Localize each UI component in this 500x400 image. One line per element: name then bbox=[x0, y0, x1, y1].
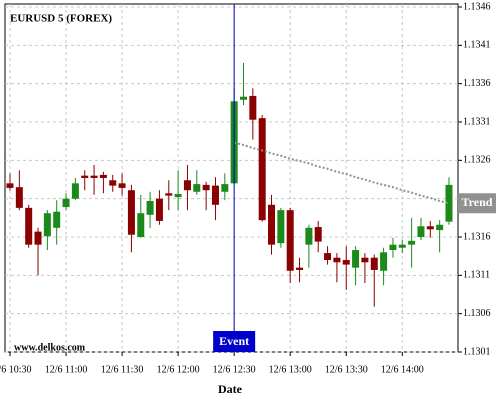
candle-body bbox=[314, 227, 322, 242]
x-tick-label: 12/6 13:00 bbox=[269, 364, 312, 375]
candle-body bbox=[221, 184, 229, 192]
candle-body bbox=[15, 187, 23, 208]
y-tick-label: 1.1306 bbox=[463, 308, 491, 319]
candle-body bbox=[109, 180, 117, 186]
x-tick-label: 12/6 10:30 bbox=[0, 364, 32, 375]
candle-body bbox=[426, 226, 434, 230]
candle-body bbox=[398, 244, 406, 248]
candle-body bbox=[240, 96, 247, 100]
candle-body bbox=[183, 180, 191, 191]
candle-body bbox=[34, 231, 42, 245]
candle-body bbox=[155, 198, 163, 221]
y-tick-label: 1.1326 bbox=[463, 155, 491, 166]
candle-body bbox=[249, 95, 257, 120]
candle-body bbox=[53, 211, 61, 228]
candle-body bbox=[277, 210, 285, 244]
x-tick-label: 12/6 12:30 bbox=[213, 364, 256, 375]
event-label-box bbox=[213, 331, 256, 352]
trend-label-box bbox=[458, 193, 496, 214]
y-tick-label: 1.1346 bbox=[463, 1, 491, 12]
candle-body bbox=[193, 184, 201, 192]
candle-body bbox=[43, 213, 51, 237]
candle-body bbox=[333, 257, 341, 263]
candle-body bbox=[137, 213, 145, 237]
candle-body bbox=[258, 118, 266, 221]
candle-body bbox=[118, 183, 126, 188]
x-tick-label: 12/6 14:00 bbox=[381, 364, 424, 375]
candle-body bbox=[370, 257, 378, 270]
candle-body bbox=[202, 184, 210, 191]
candle-body bbox=[389, 244, 397, 251]
candle-body bbox=[445, 184, 453, 222]
trend-line bbox=[233, 141, 450, 205]
candle-body bbox=[436, 224, 444, 231]
candle-body bbox=[71, 183, 79, 199]
candle-body bbox=[408, 240, 416, 245]
candle-body bbox=[90, 175, 98, 178]
candle-body bbox=[146, 200, 154, 215]
candle-body bbox=[296, 267, 304, 270]
candle-body bbox=[165, 193, 173, 196]
candle-body bbox=[342, 260, 350, 265]
candle-body bbox=[127, 190, 135, 235]
x-tick-label: 12/6 13:30 bbox=[325, 364, 368, 375]
y-tick-label: 1.1331 bbox=[463, 116, 491, 127]
candle-body bbox=[361, 257, 369, 263]
watermark: www.delkos.com bbox=[14, 342, 86, 353]
candle-body bbox=[99, 174, 107, 178]
x-tick-label: 12/6 12:00 bbox=[157, 364, 200, 375]
x-tick-label: 12/6 11:30 bbox=[101, 364, 144, 375]
candle-body bbox=[268, 204, 276, 245]
event-label: Event bbox=[219, 334, 249, 348]
y-tick-label: 1.1301 bbox=[463, 346, 491, 357]
candle-body bbox=[417, 226, 425, 237]
x-tick-label: 12/6 11:00 bbox=[45, 364, 88, 375]
candle-body bbox=[6, 183, 14, 188]
x-axis-title: Date bbox=[218, 382, 243, 396]
chart-title: EURUSD 5 (FOREX) bbox=[10, 13, 112, 25]
candle-body bbox=[25, 207, 33, 245]
candle-body bbox=[62, 198, 70, 208]
y-tick-label: 1.1311 bbox=[463, 270, 490, 281]
candle-body bbox=[380, 252, 388, 271]
y-tick-label: 1.1336 bbox=[463, 78, 491, 89]
candle-body bbox=[211, 185, 219, 205]
candle-body bbox=[286, 210, 294, 271]
candle-body bbox=[305, 227, 313, 245]
candle-body bbox=[324, 253, 332, 260]
candle-body bbox=[81, 175, 89, 178]
trend-label: Trend bbox=[462, 195, 493, 209]
candle-body bbox=[352, 250, 360, 268]
candle-body bbox=[174, 194, 182, 198]
y-tick-label: 1.1316 bbox=[463, 231, 491, 242]
y-tick-label: 1.1341 bbox=[463, 40, 491, 51]
